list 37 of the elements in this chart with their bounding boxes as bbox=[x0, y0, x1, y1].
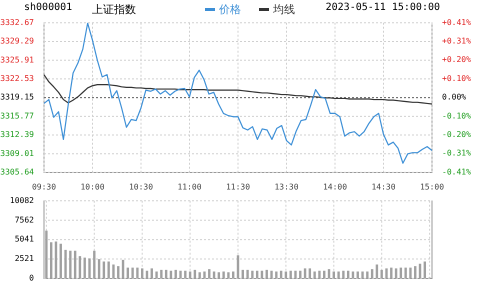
y-tick-label: 2521 bbox=[14, 254, 34, 264]
y2-tick-label: +0.41% bbox=[442, 18, 472, 27]
y-tick-label: 7562 bbox=[14, 215, 34, 224]
y2-tick-label: +0.31% bbox=[442, 36, 472, 46]
text: 2023-05-11 15:00:00 bbox=[326, 2, 440, 13]
y-tick-label: 3319.15 bbox=[0, 92, 34, 102]
y-tick-label: 3309.01 bbox=[0, 148, 34, 158]
legend-label: 价格 bbox=[219, 3, 241, 16]
x-tick-label: 09:30 bbox=[32, 182, 56, 192]
x-tick-label: 11:30 bbox=[226, 182, 250, 192]
y-tick-label: 3322.53 bbox=[0, 74, 34, 83]
x-tick-label: 10:30 bbox=[128, 182, 154, 192]
y2-tick-label: 0.00% bbox=[442, 92, 466, 102]
y-tick-label: 10082 bbox=[10, 196, 34, 205]
x-tick-label: 14:30 bbox=[371, 182, 396, 192]
legend-label: 均线 bbox=[273, 3, 295, 16]
text: sh000001 bbox=[24, 2, 72, 13]
y2-tick-label: -0.41% bbox=[442, 167, 472, 176]
y-tick-label: 0 bbox=[29, 273, 34, 282]
y2-tick-label: +0.10% bbox=[442, 74, 472, 83]
y-tick-label: 3329.29 bbox=[0, 36, 34, 46]
y2-tick-label: -0.31% bbox=[442, 148, 472, 158]
x-tick-label: 13:30 bbox=[274, 182, 299, 192]
y2-tick-label: -0.10% bbox=[442, 111, 472, 120]
x-tick-label: 15:00 bbox=[420, 182, 444, 192]
x-tick-label: 14:00 bbox=[322, 182, 348, 192]
y-tick-label: 3312.39 bbox=[0, 130, 34, 140]
y-tick-label: 3332.67 bbox=[0, 18, 34, 27]
y2-tick-label: -0.20% bbox=[442, 130, 472, 140]
x-tick-label: 11:00 bbox=[177, 182, 202, 192]
y-tick-label: 3325.91 bbox=[0, 55, 34, 64]
y-tick-label: 3305.64 bbox=[0, 167, 34, 176]
y2-tick-label: +0.20% bbox=[442, 55, 472, 64]
chart-title: 上证指数 bbox=[92, 2, 136, 17]
x-tick-label: 10:00 bbox=[80, 182, 105, 192]
y-tick-label: 3315.77 bbox=[0, 111, 34, 120]
y-tick-label: 5041 bbox=[14, 234, 34, 244]
